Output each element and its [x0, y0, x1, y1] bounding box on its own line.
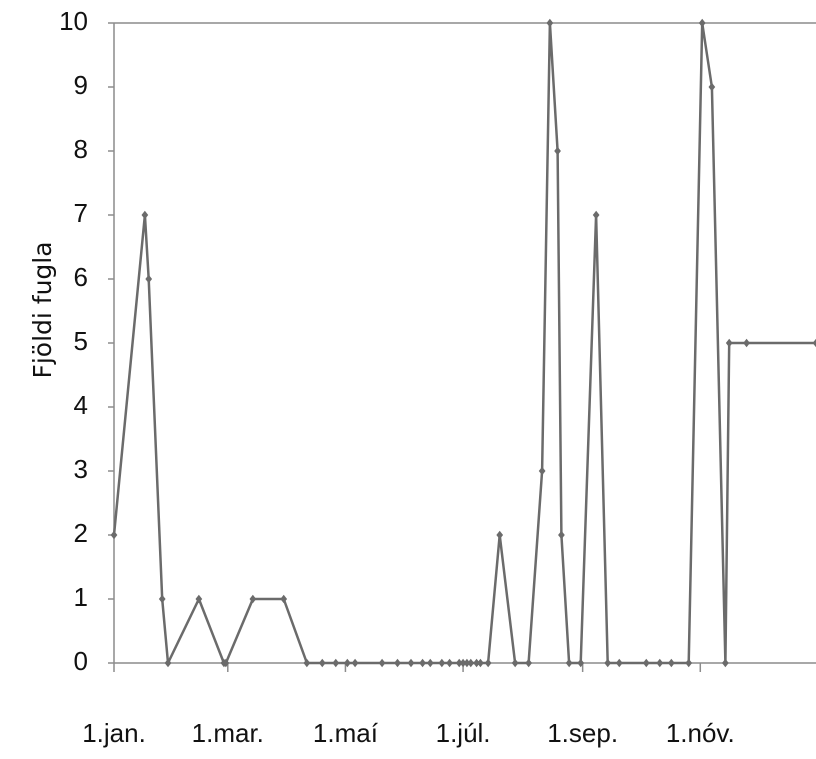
y-axis-title: Fjöldi fugla: [28, 241, 57, 378]
x-tick-label: 1.mar.: [192, 718, 264, 748]
data-point: [685, 658, 693, 668]
x-tick-label: 1.sep.: [547, 718, 618, 748]
data-point: [743, 338, 750, 348]
data-point: [558, 530, 565, 540]
y-tick-label: 2: [74, 518, 88, 548]
data-point: [438, 658, 446, 668]
data-point: [721, 658, 729, 668]
data-point: [592, 210, 600, 220]
data-point: [343, 658, 351, 668]
y-axis-ticks: 0 1 2 3 4 5 6 7 8 9 10: [59, 6, 114, 676]
data-point: [698, 18, 706, 28]
data-point: [642, 658, 650, 668]
data-point: [667, 658, 675, 668]
data-point: [725, 338, 733, 348]
data-point: [496, 530, 504, 540]
data-point: [455, 658, 463, 668]
data-point: [615, 658, 623, 668]
y-tick-label: 10: [59, 6, 88, 36]
y-tick-label: 5: [74, 326, 88, 356]
data-point: [656, 658, 664, 668]
data-point: [554, 146, 561, 156]
plot-frame: [113, 22, 816, 664]
series-layer: [110, 18, 816, 668]
y-tick-label: 4: [74, 390, 88, 420]
data-point: [280, 594, 288, 604]
y-tick-label: 8: [74, 134, 88, 164]
x-tick-label: 1.nóv.: [666, 718, 735, 748]
y-tick-label: 7: [74, 198, 88, 228]
data-point: [318, 658, 326, 668]
data-point: [565, 658, 573, 668]
data-point: [110, 530, 118, 540]
x-axis-ticks: 1.jan. 1.mar. 1.maí 1.júl. 1.sep. 1.nóv.: [82, 663, 735, 748]
x-tick-label: 1.maí: [313, 718, 379, 748]
data-point: [332, 658, 340, 668]
data-point: [604, 658, 612, 668]
y-tick-label: 1: [74, 582, 88, 612]
data-point: [463, 658, 471, 668]
data-point: [459, 658, 467, 668]
y-tick-label: 0: [74, 646, 88, 676]
data-point: [164, 658, 172, 668]
data-point: [525, 658, 533, 668]
data-point: [378, 658, 386, 668]
data-point: [407, 658, 415, 668]
data-point: [351, 658, 359, 668]
x-tick-label: 1.júl.: [436, 718, 491, 748]
data-point: [419, 658, 426, 668]
data-point: [446, 658, 453, 668]
data-point: [195, 594, 203, 604]
series-line: [112, 21, 816, 665]
data-point: [511, 658, 519, 668]
y-tick-label: 9: [74, 70, 88, 100]
data-point: [426, 658, 434, 668]
data-point: [467, 658, 475, 668]
data-point: [577, 658, 585, 668]
data-point: [473, 658, 480, 668]
data-point: [812, 338, 816, 348]
data-point: [303, 658, 311, 668]
data-point: [708, 82, 716, 92]
data-point: [538, 466, 546, 476]
data-point: [222, 658, 230, 668]
y-tick-label: 3: [74, 454, 88, 484]
data-point: [145, 274, 153, 284]
data-point: [484, 658, 492, 668]
y-tick-label: 6: [74, 262, 88, 292]
data-point: [477, 658, 484, 668]
data-point: [158, 594, 166, 604]
data-point: [546, 18, 554, 28]
data-point: [141, 210, 149, 220]
data-point: [394, 658, 401, 668]
x-tick-label: 1.jan.: [82, 718, 146, 748]
data-point: [249, 594, 257, 604]
